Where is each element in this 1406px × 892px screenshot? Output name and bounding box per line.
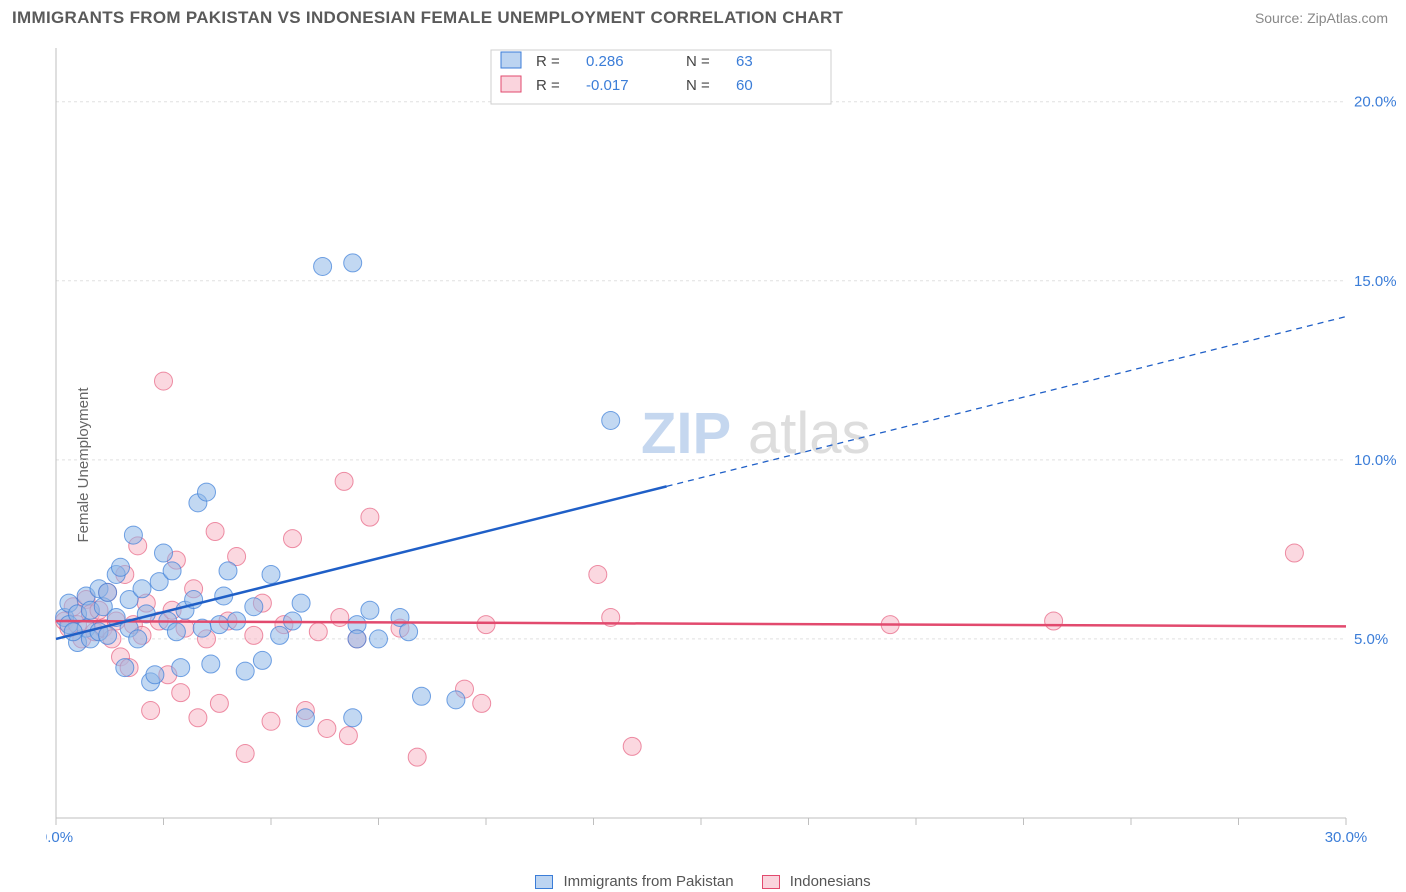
legend-swatch: [501, 76, 521, 92]
y-tick-label: 10.0%: [1354, 452, 1396, 469]
chart-title: IMMIGRANTS FROM PAKISTAN VS INDONESIAN F…: [12, 8, 843, 28]
data-point: [477, 616, 495, 634]
legend-n-label: N =: [686, 53, 710, 70]
x-axis-max-label: 30.0%: [1325, 829, 1368, 846]
data-point: [292, 594, 310, 612]
data-point: [271, 626, 289, 644]
data-point: [253, 651, 271, 669]
bottom-legend: Immigrants from Pakistan Indonesians: [0, 873, 1406, 890]
data-point: [623, 737, 641, 755]
data-point: [344, 709, 362, 727]
watermark-atlas: atlas: [748, 401, 871, 466]
legend-n-value: 60: [736, 77, 753, 94]
legend-n-value: 63: [736, 53, 753, 70]
data-point: [124, 526, 142, 544]
legend-swatch-blue: [535, 875, 553, 889]
data-point: [112, 558, 130, 576]
data-point: [473, 694, 491, 712]
data-point: [361, 508, 379, 526]
data-point: [344, 254, 362, 272]
x-axis-min-label: 0.0%: [46, 829, 73, 846]
data-point: [167, 623, 185, 641]
data-point: [202, 655, 220, 673]
data-point: [413, 687, 431, 705]
data-point: [1285, 544, 1303, 562]
data-point: [155, 372, 173, 390]
legend-n-label: N =: [686, 77, 710, 94]
data-point: [309, 623, 327, 641]
y-tick-label: 15.0%: [1354, 273, 1396, 290]
data-point: [400, 623, 418, 641]
data-point: [447, 691, 465, 709]
data-point: [245, 598, 263, 616]
data-point: [236, 745, 254, 763]
y-tick-label: 5.0%: [1354, 631, 1388, 648]
legend-r-label: R =: [536, 53, 560, 70]
data-point: [172, 684, 190, 702]
data-point: [172, 659, 190, 677]
data-point: [219, 562, 237, 580]
data-point: [262, 712, 280, 730]
source-label: Source: ZipAtlas.com: [1255, 10, 1388, 26]
data-point: [314, 257, 332, 275]
data-point: [1045, 612, 1063, 630]
data-point: [331, 608, 349, 626]
scatter-plot: 5.0% 10.0% 15.0% 20.0% ZIP atlas R = 0.286 N …: [46, 38, 1396, 858]
data-point: [245, 626, 263, 644]
regression-line-pink: [56, 621, 1346, 626]
data-point: [99, 626, 117, 644]
legend-swatch-pink: [762, 875, 780, 889]
data-point: [155, 544, 173, 562]
chart-area: Female Unemployment 5.0%10.0%15.0%20.0% …: [0, 38, 1406, 892]
data-point: [408, 748, 426, 766]
y-tick-label: 20.0%: [1354, 94, 1396, 111]
legend-r-value: 0.286: [586, 53, 624, 70]
data-point: [189, 709, 207, 727]
bottom-legend-item-pink: Indonesians: [762, 873, 871, 890]
data-point: [146, 666, 164, 684]
data-point: [210, 694, 228, 712]
data-point: [262, 565, 280, 583]
data-point: [210, 616, 228, 634]
legend-swatch: [501, 52, 521, 68]
data-point: [198, 483, 216, 501]
regression-line-blue-solid: [56, 486, 667, 639]
data-point: [116, 659, 134, 677]
data-point: [142, 702, 160, 720]
data-point: [99, 583, 117, 601]
data-point: [318, 719, 336, 737]
chart-header: IMMIGRANTS FROM PAKISTAN VS INDONESIAN F…: [0, 0, 1406, 36]
data-point: [361, 601, 379, 619]
data-point: [163, 562, 181, 580]
legend-r-value: -0.017: [586, 77, 629, 94]
data-point: [370, 630, 388, 648]
data-point: [133, 580, 151, 598]
data-point: [296, 709, 314, 727]
data-point: [236, 662, 254, 680]
bottom-legend-label-pink: Indonesians: [790, 873, 871, 890]
data-point: [284, 530, 302, 548]
data-point: [339, 727, 357, 745]
data-point: [335, 472, 353, 490]
bottom-legend-item-blue: Immigrants from Pakistan: [535, 873, 733, 890]
data-point: [348, 630, 366, 648]
data-point: [129, 630, 147, 648]
bottom-legend-label-blue: Immigrants from Pakistan: [564, 873, 734, 890]
legend-r-label: R =: [536, 77, 560, 94]
data-point: [64, 623, 82, 641]
watermark-zip: ZIP: [641, 401, 731, 466]
data-point: [206, 522, 224, 540]
data-point: [602, 411, 620, 429]
data-point: [589, 565, 607, 583]
